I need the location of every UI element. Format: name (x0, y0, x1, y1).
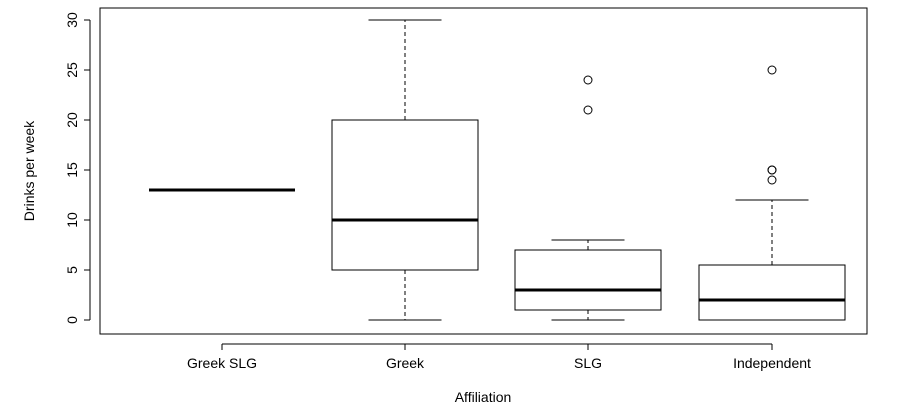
outlier-point (583, 105, 593, 115)
x-tick-label: Independent (733, 355, 811, 371)
x-axis: Greek SLG Greek SLG Independent (187, 343, 811, 371)
y-tick-label: 10 (64, 212, 80, 228)
y-tick-label: 30 (64, 12, 80, 28)
y-axis: 0 5 10 15 20 25 30 (64, 12, 91, 324)
outlier-point (767, 175, 777, 185)
x-tick-label: SLG (574, 355, 602, 371)
outlier-point (767, 65, 777, 75)
iqr-box (514, 249, 662, 311)
boxes (149, 19, 846, 321)
box-group (514, 75, 662, 321)
y-tick-label: 25 (64, 62, 80, 78)
y-tick-label: 15 (64, 162, 80, 178)
x-tick-label: Greek (386, 355, 425, 371)
y-axis-label: Drinks per week (21, 120, 37, 221)
box-group (698, 65, 846, 321)
y-tick-label: 20 (64, 112, 80, 128)
x-axis-label: Affiliation (455, 389, 512, 405)
plot-frame (99, 7, 868, 335)
x-tick-label: Greek SLG (187, 355, 257, 371)
outlier-point (767, 165, 777, 175)
iqr-box (698, 264, 846, 321)
iqr-box (331, 119, 479, 271)
y-tick-label: 5 (64, 266, 80, 274)
y-tick-label: 0 (64, 316, 80, 324)
box-group (331, 19, 479, 321)
outlier-point (583, 75, 593, 85)
